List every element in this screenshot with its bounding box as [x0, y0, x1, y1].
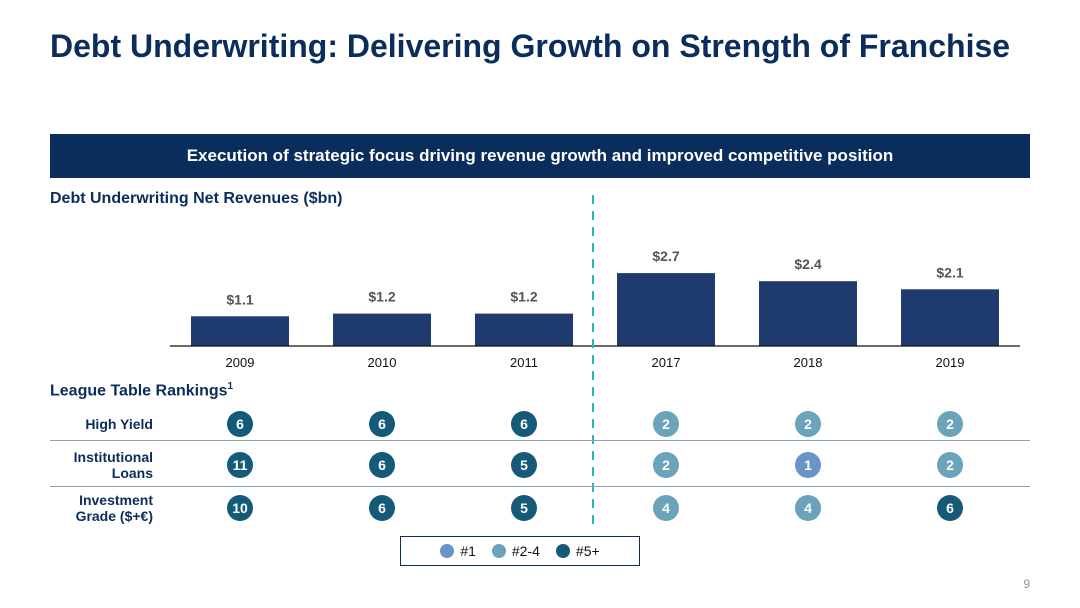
rank-badge-high-yield-2011: 6	[511, 411, 537, 437]
bar-value-label-2019: $2.1	[936, 264, 963, 280]
bar-value-label-2018: $2.4	[794, 256, 821, 272]
ranking-row-divider	[50, 486, 1030, 487]
rank-badge-high-yield-2009: 6	[227, 411, 253, 437]
x-tick-label-2019: 2019	[936, 355, 965, 370]
bar-2017	[617, 273, 715, 346]
legend-dot-rank-2-4	[491, 544, 506, 558]
bar-value-label-2010: $1.2	[368, 289, 395, 305]
rank-badge-institutional-loans-2018: 1	[795, 452, 821, 478]
bar-2010	[333, 313, 431, 346]
ranking-row-label-high-yield: High Yield	[85, 416, 153, 432]
rank-badge-investment-grade-2019: 6	[937, 495, 963, 521]
rank-badge-high-yield-2010: 6	[369, 411, 395, 437]
rank-badge-high-yield-2017: 2	[653, 411, 679, 437]
rank-badge-institutional-loans-2019: 2	[937, 452, 963, 478]
x-tick-label-2011: 2011	[510, 355, 538, 370]
page-title: Debt Underwriting: Delivering Growth on …	[50, 28, 1011, 64]
legend-item-2-4: #2-4	[491, 543, 540, 559]
legend-dot-rank-5-plus	[555, 544, 570, 558]
legend: #1 #2-4 #5+	[400, 536, 640, 566]
bar-2018	[759, 281, 857, 346]
ranking-row-divider	[50, 440, 1030, 441]
bar-value-label-2009: $1.1	[226, 291, 253, 307]
x-tick-label-2009: 2009	[226, 355, 255, 370]
rank-badge-investment-grade-2009: 10	[227, 495, 253, 521]
ranking-row-label-institutional-loans: Institutional Loans	[73, 449, 153, 481]
legend-label-rank-1: #1	[460, 543, 476, 559]
banner: Execution of strategic focus driving rev…	[50, 134, 1030, 178]
rank-badge-high-yield-2019: 2	[937, 411, 963, 437]
legend-dot-rank-1	[440, 544, 455, 558]
rank-badge-institutional-loans-2011: 5	[511, 452, 537, 478]
bar-2011	[475, 313, 573, 346]
rank-badge-investment-grade-2010: 6	[369, 495, 395, 521]
x-tick-label-2018: 2018	[794, 355, 823, 370]
legend-item-5-plus: #5+	[555, 543, 600, 559]
rank-badge-institutional-loans-2017: 2	[653, 452, 679, 478]
legend-label-rank-5-plus: #5+	[575, 543, 600, 559]
rankings-footnote-marker: 1	[227, 381, 234, 392]
rank-badge-investment-grade-2017: 4	[653, 495, 679, 521]
bar-2019	[901, 289, 999, 346]
legend-label-rank-2-4: #2-4	[511, 543, 540, 559]
bar-value-label-2011: $1.2	[510, 289, 537, 305]
rankings-title-text: League Table Rankings	[50, 382, 228, 400]
x-tick-label-2017: 2017	[652, 355, 681, 370]
rank-badge-investment-grade-2018: 4	[795, 495, 821, 521]
rankings-title: League Table Rankings1	[50, 381, 233, 400]
bar-value-label-2017: $2.7	[652, 248, 679, 264]
rank-badge-investment-grade-2011: 5	[511, 495, 537, 521]
rank-badge-institutional-loans-2010: 6	[369, 452, 395, 478]
chart-title: Debt Underwriting Net Revenues ($bn)	[50, 190, 343, 207]
x-tick-label-2010: 2010	[368, 355, 397, 370]
bar-2009	[191, 316, 289, 346]
ranking-row-label-investment-grade: Investment Grade ($+€)	[75, 492, 153, 524]
page-number: 9	[1023, 577, 1030, 591]
legend-item-1: #1	[440, 543, 476, 559]
rank-badge-institutional-loans-2009: 11	[227, 452, 253, 478]
rank-badge-high-yield-2018: 2	[795, 411, 821, 437]
